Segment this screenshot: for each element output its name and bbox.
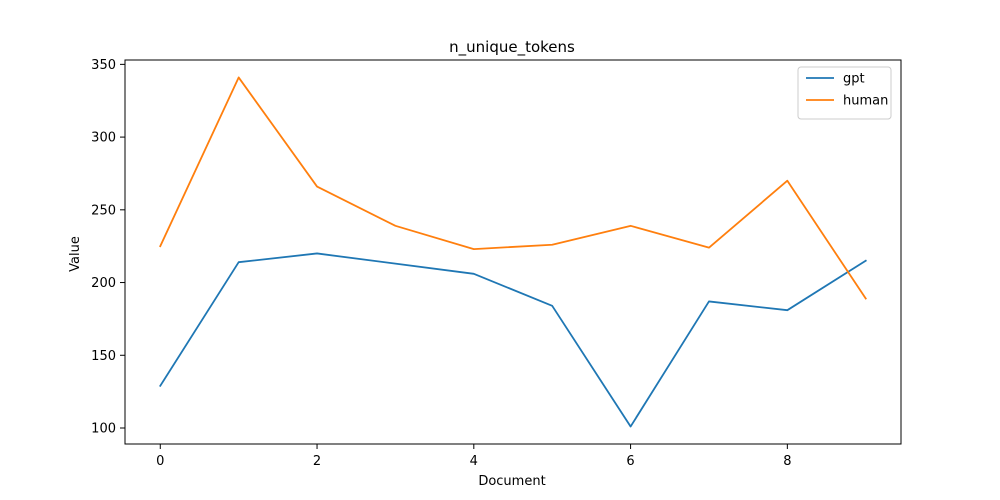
series-line-gpt [159, 252, 867, 428]
y-tick-label: 200 [91, 276, 116, 291]
y-tick-label: 150 [91, 349, 116, 364]
y-axis-label: Value [68, 236, 83, 272]
plot-area [159, 76, 867, 428]
series-line-human [159, 76, 867, 300]
y-tick-label: 350 [91, 58, 116, 73]
x-tick-label: 8 [783, 454, 791, 469]
x-tick-label: 0 [156, 454, 164, 469]
x-tick-label: 2 [313, 454, 321, 469]
legend: gpt human [797, 66, 892, 120]
y-tick-label: 300 [91, 131, 116, 146]
legend-label-gpt: gpt [843, 72, 865, 87]
x-tick-label: 6 [626, 454, 634, 469]
legend-label-human: human [843, 94, 888, 109]
x-tick-label: 4 [470, 454, 478, 469]
x-axis-ticks: 0 2 4 6 8 [156, 444, 791, 469]
axes-frame [124, 59, 902, 445]
chart-title: n_unique_tokens [449, 38, 575, 57]
y-axis-ticks: 100 150 200 250 300 350 [91, 58, 125, 437]
y-tick-label: 100 [91, 422, 116, 437]
x-axis-label: Document [478, 474, 545, 489]
y-tick-label: 250 [91, 203, 116, 218]
legend-box [797, 66, 892, 120]
